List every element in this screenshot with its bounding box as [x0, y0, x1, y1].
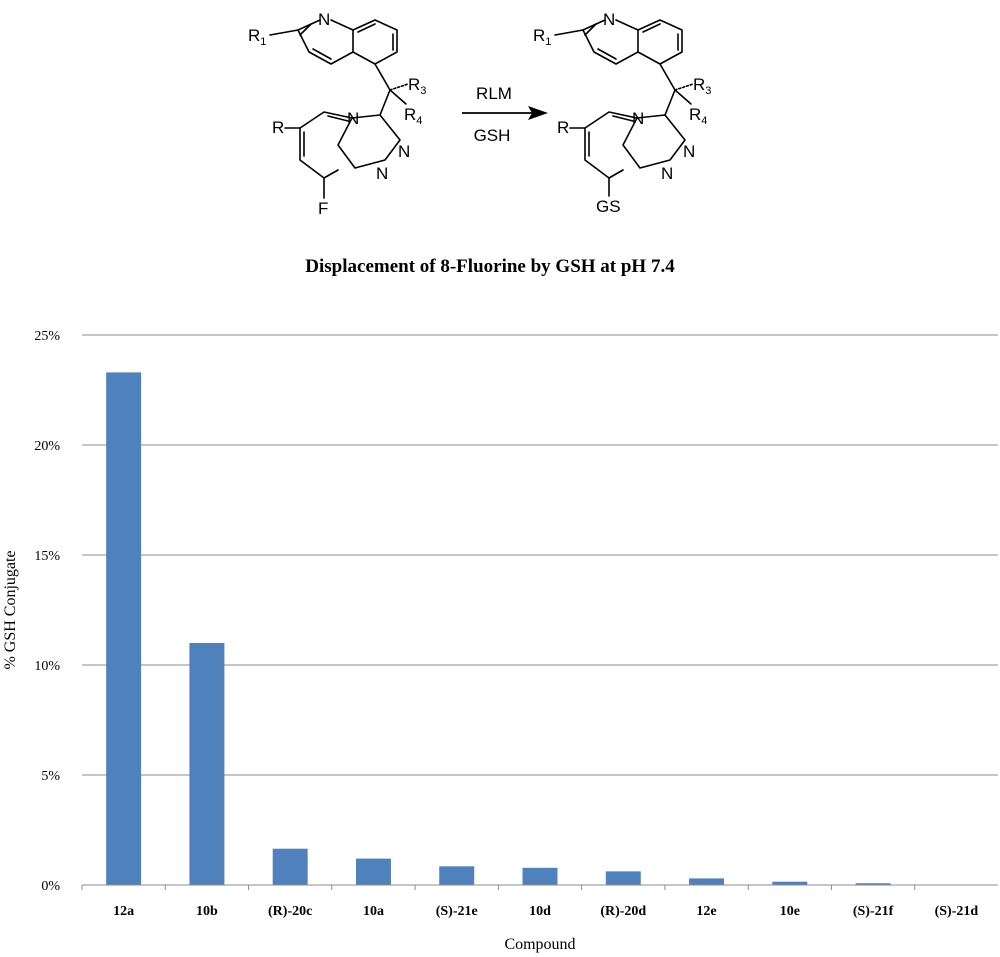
y-axis-title: % GSH Conjugate	[2, 550, 19, 669]
arrow-reagent-below: GSH	[474, 126, 511, 145]
product-structure	[554, 19, 694, 197]
right-r4-label: R4	[689, 105, 707, 127]
bar-10a	[355, 858, 391, 885]
x-tick-label: 10a	[363, 904, 384, 919]
right-n1: N	[632, 109, 644, 128]
left-r1-label: R1	[248, 26, 266, 48]
x-tick-label: (S)-21f	[853, 904, 894, 919]
left-r3-label: R3	[408, 75, 426, 97]
y-tick-label: 10%	[34, 659, 60, 674]
left-n2: N	[398, 142, 410, 161]
x-tick-label: (S)-21d	[935, 904, 979, 919]
x-tick-label: (S)-21e	[436, 904, 478, 919]
left-n1: N	[347, 109, 359, 128]
bar-(R)-20d	[605, 871, 641, 885]
left-quinoline-n: N	[318, 10, 330, 29]
y-tick-label: 5%	[41, 769, 60, 784]
bar-10b	[189, 643, 225, 885]
bar-(S)-21f	[855, 883, 891, 885]
y-tick-label: 15%	[34, 549, 60, 564]
right-r3-label: R3	[693, 75, 711, 97]
bar-10d	[522, 867, 558, 885]
gridlines	[82, 334, 998, 776]
x-tick-label: 10e	[780, 904, 800, 919]
x-tick-label: 12e	[696, 904, 716, 919]
x-tick-label: 10d	[529, 904, 551, 919]
left-r4-label: R4	[404, 105, 422, 127]
x-tick-label: 10b	[196, 904, 218, 919]
reactant-structure	[269, 19, 409, 199]
y-axis-ticks: 0% 5% 10% 15% 20% 25%	[34, 329, 60, 894]
right-n3: N	[661, 164, 673, 183]
x-tick-label: (R)-20d	[600, 904, 646, 919]
bar-12a	[106, 372, 142, 885]
y-tick-label: 25%	[34, 329, 60, 344]
bar-10e	[772, 881, 808, 885]
right-quinoline-n: N	[603, 10, 615, 29]
bar-12e	[689, 878, 725, 885]
right-substituent: GS	[596, 197, 621, 216]
left-r-label: R	[272, 118, 284, 137]
arrow-reagent-above: RLM	[476, 84, 512, 103]
bar-(S)-21e	[439, 866, 475, 885]
bar-(R)-20c	[272, 848, 308, 885]
chart-title: Displacement of 8-Fluorine by GSH at pH …	[305, 256, 675, 277]
right-n2: N	[683, 142, 695, 161]
x-axis-labels: 12a 10b (R)-20c 10a (S)-21e 10d (R)-20d 12e 10e (…	[81, 885, 979, 919]
x-axis-title: Compound	[504, 936, 575, 953]
scheme-labels: R1 N R3 R4 R N N N F R1 N R3 R4 R N N N …	[248, 10, 711, 218]
right-r1-label: R1	[533, 26, 551, 48]
plot-frame	[0, 300, 1000, 957]
y-tick-label: 0%	[41, 879, 60, 894]
y-tick-label: 20%	[34, 439, 60, 454]
bar-chart: Displacement of 8-Fluorine by GSH at pH …	[0, 256, 1000, 957]
reaction-scheme	[269, 19, 694, 199]
bars	[106, 372, 891, 885]
x-tick-label: 12a	[113, 904, 134, 919]
left-n3: N	[376, 164, 388, 183]
right-r-label: R	[557, 118, 569, 137]
x-tick-label: (R)-20c	[268, 904, 312, 919]
reaction-arrow	[462, 106, 548, 120]
left-substituent: F	[318, 199, 328, 218]
